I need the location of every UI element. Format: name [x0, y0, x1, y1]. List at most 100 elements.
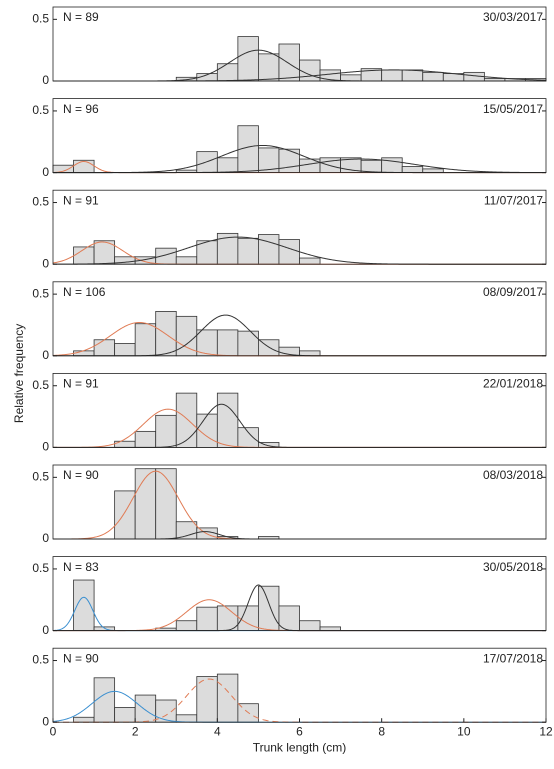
y-tick-label: 0.5 [32, 12, 49, 26]
bar [237, 330, 259, 357]
y-tick-label: 0 [42, 256, 49, 270]
y-tick-label: 0 [42, 623, 49, 637]
axes-box [52, 464, 547, 540]
x-tick-label: 4 [214, 724, 221, 738]
sample-date: 17/07/2018 [483, 651, 543, 665]
bar [134, 468, 157, 540]
bar [155, 247, 177, 265]
bar [237, 36, 259, 82]
bar [93, 339, 116, 357]
y-axis-label: Relative frequency [12, 324, 26, 423]
y-tick-label: 0.5 [32, 653, 49, 667]
axes-box [52, 281, 547, 357]
y-tick-label: 0.5 [32, 470, 49, 484]
bar [278, 148, 300, 174]
bar [216, 63, 239, 82]
bar [216, 157, 239, 174]
bar [258, 234, 280, 265]
x-tick-label: 6 [296, 724, 303, 738]
bar [73, 350, 95, 357]
bar [134, 430, 157, 448]
sample-date: 08/03/2018 [483, 468, 543, 482]
x-tick-label: 12 [539, 724, 553, 738]
sample-size: N = 83 [63, 560, 99, 574]
y-tick-label: 0 [42, 714, 49, 728]
bar [155, 699, 177, 723]
sample-size: N = 89 [63, 10, 99, 24]
bar [73, 159, 95, 173]
y-tick-label: 0 [42, 165, 49, 179]
y-tick-label: 0 [42, 348, 49, 362]
bar [175, 620, 198, 632]
sample-date: 15/05/2017 [483, 102, 543, 116]
sample-size: N = 90 [63, 651, 99, 665]
bar [319, 626, 341, 632]
axes-box [52, 189, 547, 265]
bar [422, 168, 444, 173]
sample-date: 11/07/2017 [484, 193, 543, 207]
bar [258, 585, 280, 632]
y-tick-label: 0 [42, 440, 49, 454]
bar [216, 673, 239, 723]
bar [422, 71, 444, 82]
bar [299, 257, 321, 265]
axes-box [52, 372, 547, 448]
bar [175, 392, 198, 448]
bar [114, 490, 136, 540]
bar [401, 166, 424, 174]
sample-date: 22/01/2018 [483, 377, 543, 391]
axes-box [52, 556, 547, 631]
sample-size: N = 91 [63, 193, 99, 207]
sample-size: N = 90 [63, 468, 99, 482]
bar [381, 69, 403, 82]
bar [196, 606, 218, 632]
bar [401, 69, 424, 82]
bar [258, 53, 280, 82]
bar [216, 329, 239, 357]
bar [93, 677, 116, 723]
sample-date: 30/05/2018 [483, 560, 543, 574]
bar [155, 468, 177, 540]
bar [175, 256, 198, 265]
x-tick-label: 2 [132, 724, 139, 738]
bar [237, 237, 259, 265]
bar [340, 74, 362, 82]
x-axis-label: Trunk length (cm) [253, 740, 347, 754]
bar [360, 159, 383, 173]
bar [134, 323, 157, 357]
bar [278, 43, 300, 82]
bar [175, 521, 198, 540]
sample-date: 08/09/2017 [483, 285, 543, 299]
bar [114, 343, 136, 357]
bar [278, 239, 300, 265]
bar [114, 707, 136, 723]
y-tick-label: 0.5 [32, 195, 49, 209]
bar [216, 392, 239, 448]
bar [73, 716, 95, 723]
bar [175, 714, 198, 723]
y-tick-label: 0 [42, 73, 49, 87]
bar [196, 676, 218, 723]
bar [134, 694, 157, 723]
sample-size: N = 91 [63, 377, 99, 391]
bar [299, 620, 321, 632]
plot-area [53, 373, 546, 448]
y-tick-label: 0.5 [32, 378, 49, 392]
bar [155, 414, 177, 448]
sample-date: 30/03/2017 [483, 10, 543, 24]
sample-size: N = 106 [63, 285, 106, 299]
bar [237, 427, 259, 448]
x-tick-label: 0 [50, 724, 57, 738]
axes-box [52, 98, 547, 173]
x-tick-label: 8 [378, 724, 385, 738]
y-tick-label: 0.5 [32, 286, 49, 300]
y-tick-label: 0 [42, 531, 49, 545]
axes-box [52, 6, 547, 82]
x-tick-label: 10 [457, 724, 471, 738]
bar [299, 59, 321, 82]
sample-size: N = 96 [63, 102, 99, 116]
y-tick-label: 0.5 [32, 561, 49, 575]
y-tick-label: 0.5 [32, 103, 49, 117]
